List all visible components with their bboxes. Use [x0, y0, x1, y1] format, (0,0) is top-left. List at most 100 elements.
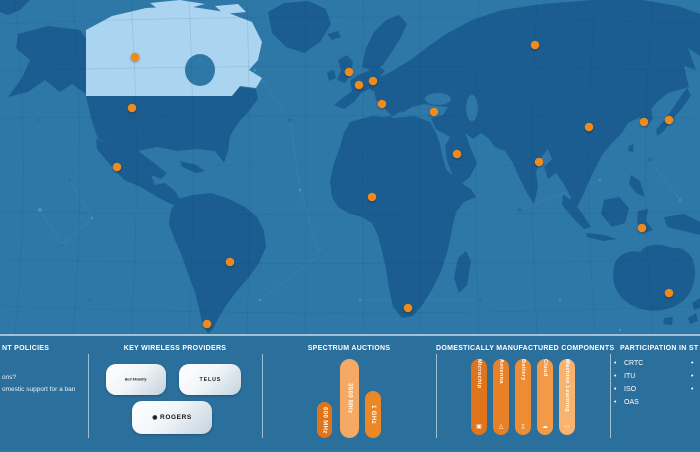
- participation-item-iso: • ISO: [614, 386, 637, 393]
- landmass-eurasia: [334, 0, 700, 215]
- landmass-java: [586, 233, 617, 241]
- component-pill-battery: Battery ▯: [515, 359, 531, 435]
- section-participation: PARTICIPATION IN ST • CRTC • ITU • ISO • OAS • • •: [610, 336, 700, 452]
- info-panel: NT POLICIES ons? omestic support for a ba…: [0, 334, 700, 450]
- landmass-cuba: [180, 161, 205, 173]
- marker-australia[interactable]: [664, 288, 674, 298]
- marker-argentina[interactable]: [202, 319, 212, 329]
- marker-france[interactable]: [354, 80, 364, 90]
- landmass-alaska: [8, 26, 86, 97]
- world-map: [0, 0, 700, 334]
- landmass-scandinavia: [362, 15, 407, 71]
- component-pill-cloud: Cloud ☁: [537, 359, 553, 435]
- marker-germany[interactable]: [368, 76, 378, 86]
- policies-heading: NT POLICIES: [2, 345, 50, 352]
- bullet-icon: •: [614, 360, 617, 367]
- component-pill-antenna: Antenna △: [493, 359, 509, 435]
- marker-italy[interactable]: [377, 99, 387, 109]
- landmass-south-america: [169, 193, 266, 334]
- landmass-ireland: [327, 70, 336, 81]
- landmass-tasmania: [663, 317, 673, 325]
- landmass-africa: [330, 116, 476, 318]
- spectrum-bar-1-ghz: 1 GHz: [365, 391, 381, 438]
- participation-item-oas: • OAS: [614, 399, 639, 406]
- spectrum-bar-label: 1 GHz: [370, 404, 376, 424]
- provider-card-bell: Bell Mobility: [106, 364, 166, 395]
- section-divider: [262, 354, 263, 438]
- component-pill-label: Cloud: [542, 359, 548, 377]
- bullet-icon: •: [614, 373, 617, 380]
- landmass-taiwan: [628, 144, 634, 152]
- marker-china[interactable]: [584, 122, 594, 132]
- landmass-madagascar: [454, 251, 471, 293]
- marker-mexico[interactable]: [112, 162, 122, 172]
- black-sea: [425, 93, 451, 105]
- marker-nigeria[interactable]: [367, 192, 377, 202]
- spectrum-bar-600-mhz: 600 MHz: [317, 402, 332, 438]
- caspian-sea: [466, 95, 478, 121]
- section-divider: [610, 354, 611, 438]
- policy-line: omestic support for a ban: [2, 386, 76, 393]
- provider-card-telus: TELUS: [179, 364, 241, 395]
- marker-canada[interactable]: [130, 52, 140, 62]
- spectrum-bar-label: 600 MHz: [321, 406, 328, 434]
- machine-learning-icon: ▭: [564, 424, 570, 430]
- section-domestic-components: DOMESTICALLY MANUFACTURED COMPONENTS Mic…: [436, 336, 615, 452]
- marker-indonesia[interactable]: [637, 223, 647, 233]
- participation-overflow-bullet: •: [691, 386, 694, 393]
- canada-arctic-islands: [150, 0, 246, 14]
- marker-uk[interactable]: [344, 67, 354, 77]
- antenna-icon: △: [498, 424, 504, 430]
- components-heading: DOMESTICALLY MANUFACTURED COMPONENTS: [436, 345, 615, 352]
- bullet-icon: •: [614, 386, 617, 393]
- participation-item-itu: • ITU: [614, 373, 636, 380]
- map-markers: [112, 40, 674, 329]
- bullet-icon: •: [614, 399, 617, 406]
- landmass-iceland: [327, 31, 341, 40]
- landmass-australia: [613, 244, 696, 311]
- marker-usa[interactable]: [127, 103, 137, 113]
- marker-turkey[interactable]: [429, 107, 439, 117]
- country-canada-highlighted[interactable]: [86, 6, 262, 96]
- landmass-borneo: [601, 197, 629, 227]
- graticule-lines: [0, 0, 700, 334]
- marker-saudi-arabia[interactable]: [452, 149, 462, 159]
- participation-item-crtc: • CRTC: [614, 360, 644, 367]
- hudson-bay: [185, 54, 215, 86]
- bell-logo: Bell Mobility: [125, 377, 147, 382]
- section-spectrum-auctions: SPECTRUM AUCTIONS 600 MHz 3500 MHz 1 GHz: [262, 336, 436, 452]
- battery-icon: ▯: [521, 424, 525, 430]
- telus-logo: TELUS: [199, 376, 221, 383]
- marker-brazil[interactable]: [225, 257, 235, 267]
- component-pill-label: Battery: [520, 359, 526, 381]
- section-key-wireless-providers: KEY WIRELESS PROVIDERS Bell Mobility TELU…: [88, 336, 262, 452]
- provider-card-rogers: ◉ ROGERS: [132, 401, 212, 434]
- marker-japan[interactable]: [664, 115, 674, 125]
- participation-overflow-bullet: •: [691, 373, 694, 380]
- component-pill-label: Antenna: [498, 359, 504, 384]
- component-pill-microchip: Microchip ▣: [471, 359, 487, 435]
- marker-india[interactable]: [534, 157, 544, 167]
- spectrum-bar-3500-mhz: 3500 MHz: [340, 359, 359, 438]
- landmass-siberia-corner: [0, 0, 30, 15]
- cloud-icon: ☁: [542, 424, 548, 430]
- component-pill-machine-learning: Machine Learning ▭: [559, 359, 575, 435]
- section-divider: [88, 354, 89, 438]
- landmass-japan: [656, 88, 691, 136]
- section-divider: [436, 354, 437, 438]
- inland-seas: [185, 54, 478, 121]
- participation-overflow-bullet: •: [691, 360, 694, 367]
- providers-heading: KEY WIRELESS PROVIDERS: [123, 345, 227, 352]
- landmass-italy: [374, 88, 400, 121]
- marker-russia[interactable]: [530, 40, 540, 50]
- spectrum-bar-label: 3500 MHz: [346, 383, 353, 414]
- marker-south-africa[interactable]: [403, 303, 413, 313]
- landmass-greenland: [268, 1, 331, 53]
- rogers-logo: ◉ ROGERS: [152, 414, 192, 421]
- landmass-sumatra: [562, 194, 591, 229]
- landmass-new-guinea: [664, 214, 700, 235]
- component-pill-label: Machine Learning: [564, 359, 570, 413]
- marker-south-korea[interactable]: [639, 117, 649, 127]
- component-pill-label: Microchip: [476, 359, 482, 389]
